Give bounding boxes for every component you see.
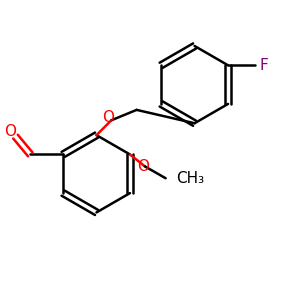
Text: O: O (102, 110, 114, 125)
Text: CH₃: CH₃ (176, 171, 204, 186)
Text: O: O (4, 124, 16, 139)
Text: F: F (259, 58, 268, 73)
Text: O: O (137, 159, 149, 174)
